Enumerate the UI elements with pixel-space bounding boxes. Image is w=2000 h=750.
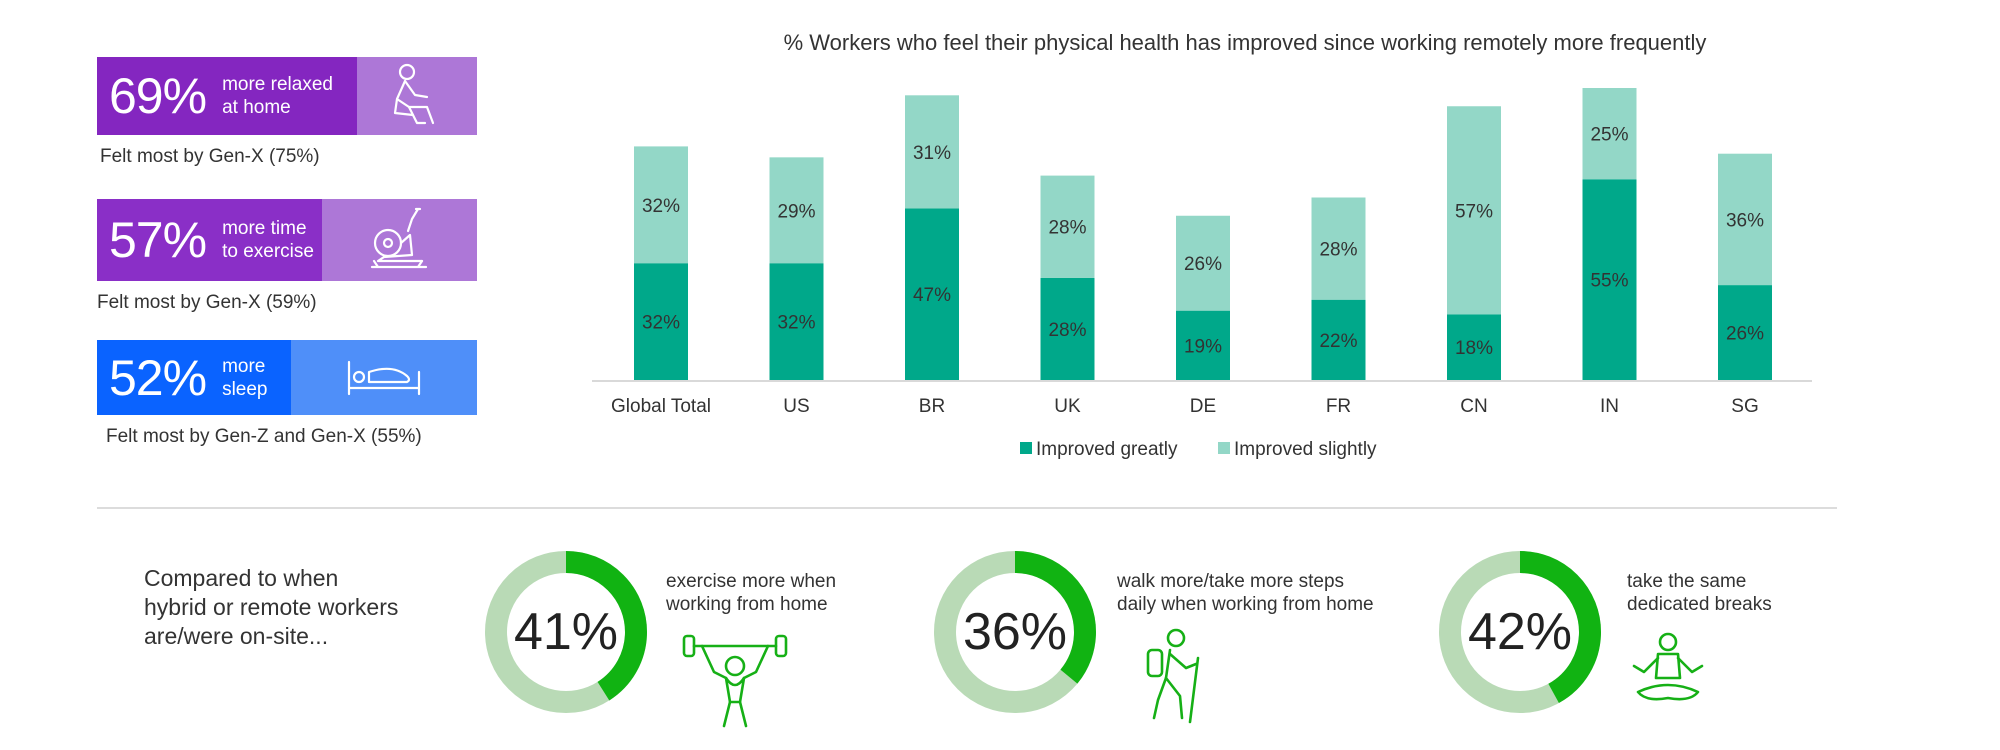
x-tick-label: CN (1460, 396, 1487, 417)
bar-data-label: 31% (913, 143, 951, 164)
chart-legend: Improved greatly Improved slightly (1020, 439, 1377, 460)
x-tick-label: SG (1731, 396, 1758, 417)
stat-card-exercise: 57% more time to exercise (97, 199, 477, 281)
legend-label: Improved greatly (1036, 439, 1178, 460)
bar-data-label: 32% (642, 313, 680, 334)
bar-data-label: 28% (1048, 218, 1086, 239)
bar-improved-slightly (1582, 88, 1637, 180)
bar-data-label: 47% (913, 285, 951, 306)
x-tick-label: BR (919, 396, 945, 417)
stat-text: more time to exercise (222, 218, 314, 262)
bar-improved-slightly (905, 95, 959, 209)
stat-percent: 69% (109, 68, 207, 124)
weightlifter-icon (682, 634, 788, 728)
legend-label: Improved slightly (1234, 439, 1377, 460)
bar-improved-slightly (634, 146, 688, 264)
exercise-bike-icon (322, 199, 477, 281)
x-tick-label: Global Total (611, 396, 711, 417)
bed-icon (291, 340, 477, 415)
stat-note-relaxed: Felt most by Gen-X (75%) (100, 146, 320, 167)
bar-data-label: 25% (1590, 125, 1628, 146)
bar-improved-greatly (1447, 314, 1501, 380)
bar-improved-greatly (634, 263, 688, 380)
stat-text: more relaxed at home (222, 74, 333, 118)
bar-improved-slightly (769, 157, 824, 264)
bar-data-label: 26% (1726, 324, 1764, 345)
bar-improved-slightly (1040, 175, 1095, 278)
donut-caption: exercise more when working from home (666, 571, 837, 615)
legend-swatch (1218, 442, 1230, 454)
stat-note-exercise: Felt most by Gen-X (59%) (97, 292, 317, 313)
x-tick-label: UK (1054, 396, 1081, 417)
stat-card-sleep: 52% more sleep (97, 340, 477, 415)
stat-text: more sleep (222, 355, 268, 400)
legend-swatch (1020, 442, 1032, 454)
donut-percent: 36% (962, 603, 1068, 661)
hiker-icon (1146, 628, 1200, 724)
bar-improved-greatly (1311, 299, 1366, 380)
relaxing-person-icon (357, 57, 477, 135)
bar-improved-greatly (1040, 277, 1095, 380)
donut-caption: take the same dedicated breaks (1627, 571, 1772, 615)
bar-improved-greatly (1718, 285, 1772, 380)
x-tick-label: IN (1600, 396, 1619, 417)
bar-improved-slightly (1311, 197, 1366, 300)
bar-data-label: 26% (1184, 254, 1222, 275)
section-divider (97, 507, 1837, 509)
bar-data-label: 19% (1184, 336, 1222, 357)
bar-improved-slightly (1176, 215, 1230, 311)
bar-data-label: 18% (1455, 338, 1493, 359)
comparison-intro: Compared to when hybrid or remote worker… (144, 565, 399, 649)
donut-percent: 41% (513, 603, 619, 661)
chart-title: % Workers who feel their physical health… (784, 30, 1707, 55)
bar-data-label: 36% (1726, 210, 1764, 231)
bar-improved-greatly (1582, 179, 1637, 380)
bar-improved-greatly (769, 263, 824, 380)
x-tick-label: DE (1190, 396, 1216, 417)
bar-data-label: 32% (777, 313, 815, 334)
x-tick-label: US (783, 396, 809, 417)
bar-data-label: 55% (1590, 271, 1628, 292)
stat-card-relaxed: 69% more relaxed at home (97, 57, 477, 135)
stat-card-main: 69% more relaxed at home (97, 57, 357, 135)
bar-improved-greatly (905, 208, 959, 380)
bar-data-label: 57% (1455, 201, 1493, 222)
stat-percent: 57% (109, 212, 207, 268)
bar-improved-slightly (1718, 153, 1772, 286)
meditation-icon (1632, 632, 1704, 701)
donut-percent: 42% (1467, 603, 1573, 661)
bar-group: 32% 32% Global Total 32% 29% US 47% 31% BR 28% 28%… (611, 88, 1772, 417)
bar-data-label: 22% (1319, 331, 1357, 352)
bar-improved-greatly (1176, 310, 1230, 380)
bar-improved-slightly (1447, 106, 1501, 315)
x-tick-label: FR (1326, 396, 1351, 417)
bar-data-label: 32% (642, 196, 680, 217)
bar-data-label: 29% (777, 201, 815, 222)
bar-data-label: 28% (1319, 240, 1357, 261)
stacked-bar-chart: % Workers who feel their physical health… (592, 30, 1812, 460)
stat-card-main: 52% more sleep (97, 340, 291, 415)
bar-data-label: 28% (1048, 320, 1086, 341)
stat-card-main: 57% more time to exercise (97, 199, 322, 281)
stat-note-sleep: Felt most by Gen-Z and Gen-X (55%) (106, 426, 422, 447)
stat-percent: 52% (109, 349, 207, 406)
donut-caption: walk more/take more steps daily when wor… (1117, 571, 1374, 615)
